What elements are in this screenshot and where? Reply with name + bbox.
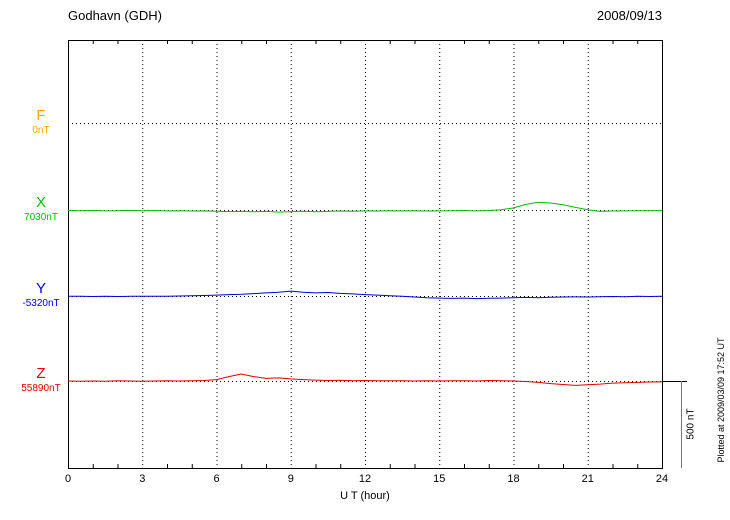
- x-tick-label: 15: [433, 473, 446, 485]
- trace-y: [68, 290, 663, 300]
- x-tick-label: 0: [64, 473, 72, 485]
- channel-baseline-f: 0nT: [32, 125, 50, 136]
- channel-baseline-x: 7030nT: [24, 212, 58, 223]
- channel-label-y: Y -5320nT: [1, 281, 81, 309]
- channel-name-x: X: [35, 194, 46, 211]
- channel-label-x: X 7030nT: [1, 195, 81, 223]
- x-tick-label: 21: [581, 473, 594, 485]
- x-tick-label: 6: [213, 473, 220, 485]
- scale-bar-label: 500 nT: [685, 408, 697, 440]
- channel-label-f: F 0nT: [1, 108, 81, 136]
- trace-x: [67, 201, 663, 213]
- trace-z: [67, 373, 663, 386]
- channel-baseline-z: 55890nT: [21, 383, 61, 394]
- channel-name-f: F: [36, 107, 46, 124]
- channel-baseline-y: -5320nT: [22, 298, 60, 309]
- date-label: 2008/09/13: [596, 8, 662, 23]
- x-tick-label: 12: [358, 473, 372, 485]
- station-title: Godhavn (GDH): [68, 8, 162, 23]
- x-tick-label: 9: [287, 473, 294, 485]
- plotted-at-watermark: Plotted at 2009/03/09 17:52 UT: [716, 337, 726, 463]
- x-axis-ticks: 0 3 6 9 12 15 18 21 24: [0, 473, 730, 487]
- x-axis-label: U T (hour): [340, 490, 390, 502]
- x-tick-label: 3: [139, 473, 146, 485]
- x-tick-label: 24: [655, 473, 669, 485]
- channel-name-z: Z: [36, 365, 46, 382]
- channel-name-y: Y: [35, 280, 46, 297]
- channel-label-z: Z 55890nT: [1, 366, 81, 394]
- x-tick-label: 18: [507, 473, 520, 485]
